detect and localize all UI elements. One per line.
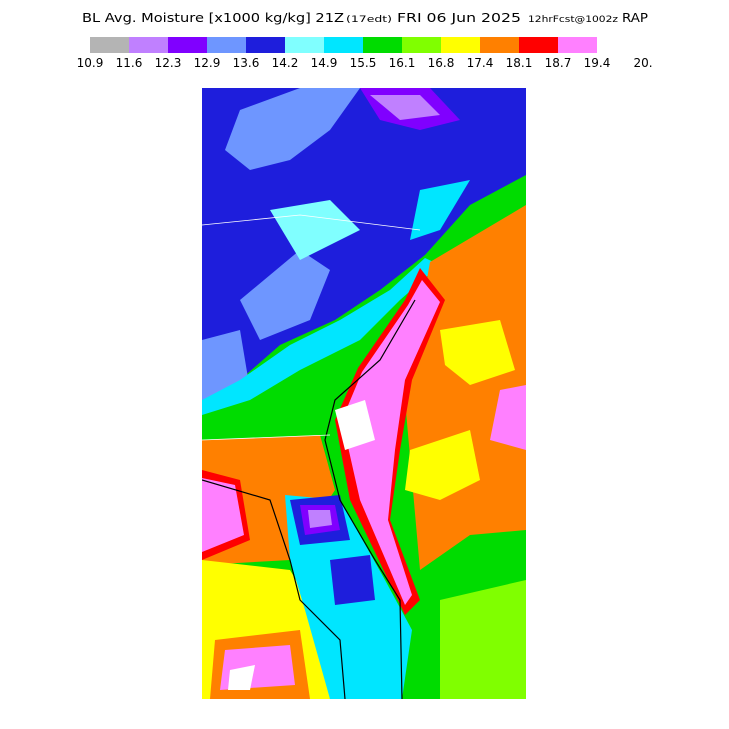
date: FRI 06 Jun 2025 [397, 11, 521, 25]
legend-swatch [519, 37, 558, 53]
legend-swatch [168, 37, 207, 53]
legend-label: 19.4 [584, 56, 611, 70]
legend-swatch [129, 37, 168, 53]
local-time: (17edt) [346, 15, 392, 25]
legend-swatch [285, 37, 324, 53]
legend-label: 14.9 [311, 56, 338, 70]
legend-label: 16.1 [389, 56, 416, 70]
legend-label: 12.3 [155, 56, 182, 70]
model: RAP [622, 11, 648, 25]
legend-swatch [480, 37, 519, 53]
legend-label: 18.7 [545, 56, 572, 70]
map [202, 88, 526, 699]
legend-swatch [441, 37, 480, 53]
legend-label: 14.2 [272, 56, 299, 70]
legend-swatch [324, 37, 363, 53]
legend: 10.9 11.6 12.3 12.9 13.6 14.2 14.9 15.5 16.1 16.8… [77, 37, 653, 70]
legend-label: 20. [633, 56, 652, 70]
legend-label: 11.6 [116, 56, 143, 70]
title: BL Avg. Moisture [x1000 kg/kg] 21Z [82, 11, 344, 25]
legend-swatch [207, 37, 246, 53]
legend-swatch [363, 37, 402, 53]
legend-label: 13.6 [233, 56, 260, 70]
legend-swatch [246, 37, 285, 53]
legend-swatch [558, 37, 597, 53]
legend-label: 17.4 [467, 56, 494, 70]
legend-label: 10.9 [77, 56, 104, 70]
legend-label: 16.8 [428, 56, 455, 70]
forecast: 12hrFcst@1002z [528, 15, 618, 25]
legend-swatch [90, 37, 129, 53]
legend-label: 18.1 [506, 56, 533, 70]
legend-label: 15.5 [350, 56, 377, 70]
legend-label: 12.9 [194, 56, 221, 70]
legend-swatch [402, 37, 441, 53]
